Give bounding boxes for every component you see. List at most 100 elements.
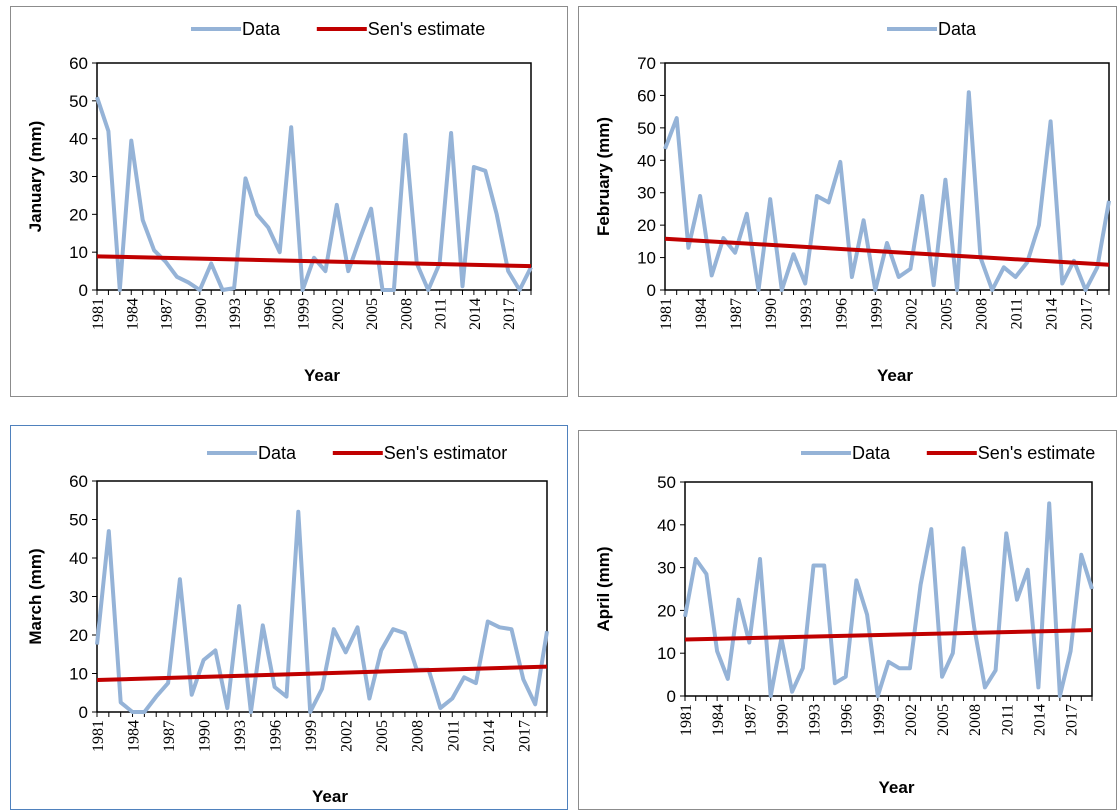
x-tick-label: 1993 [798,298,815,330]
x-tick-label: 1984 [124,298,141,330]
x-tick-label: 1996 [268,720,285,752]
x-tick-label: 2017 [516,720,533,752]
x-tick-label: 2002 [330,298,347,330]
x-tick-label: 1990 [193,298,210,330]
january-chart-panel: 0 10 20 30 40 50 60 1981 1984 1987 1990 1993 1996 199… [10,6,568,397]
x-tick-label: 1999 [303,720,320,752]
y-tick-label: 40 [637,151,656,170]
y-tick-label: 30 [69,168,88,187]
y-tick-label: 30 [657,559,676,578]
x-tick-label: 2014 [1031,704,1048,736]
y-tick-label: 60 [637,86,656,105]
x-tick-label: 1999 [296,298,313,330]
y-tick-label: 0 [79,703,88,722]
x-tick-label: 2017 [501,298,518,330]
y-tick-label: 40 [657,516,676,535]
legend-label: Sen's estimate [368,19,486,39]
x-tick-label: 1990 [774,704,791,736]
y-axis-title: March (mm) [26,548,45,644]
y-axis-title: January (mm) [26,121,45,232]
x-axis-title: Year [312,787,348,806]
y-tick-label: 10 [637,249,656,268]
y-tick-label: 40 [69,549,88,568]
y-tick-label: 10 [657,644,676,663]
x-tick-label: 2017 [1079,298,1096,330]
y-tick-label: 0 [667,687,676,706]
legend-label: Sen's estimator [384,443,508,463]
x-tick-label: 1987 [159,298,176,330]
x-tick-label: 1990 [197,720,214,752]
x-tick-label: 2005 [364,298,381,330]
x-tick-label: 1996 [839,704,856,736]
x-tick-label: 1984 [710,704,727,736]
sen-trend-line [684,628,1093,642]
y-tick-label: 50 [69,92,88,111]
x-tick-label: 2011 [433,298,450,329]
x-tick-label: 1987 [161,720,178,752]
x-tick-label: 2008 [398,298,415,330]
data-series-line [95,96,533,292]
x-tick-label: 2014 [467,298,484,330]
y-tick-label: 50 [637,119,656,138]
x-tick-label: 1996 [261,298,278,330]
x-tick-label: 2008 [410,720,427,752]
x-axis-title: Year [877,366,913,385]
x-axis-title: Year [879,778,915,797]
x-tick-label: 2005 [374,720,391,752]
x-tick-label: 1993 [227,298,244,330]
x-tick-label: 2008 [967,704,984,736]
y-tick-label: 10 [69,665,88,684]
x-tick-label: 1993 [807,704,824,736]
data-series-line [663,90,1111,292]
y-axis-title: February (mm) [594,117,613,236]
x-tick-label: 2011 [1009,298,1026,329]
chart-1-svg: 0 10 20 30 40 50 60 70 1981 1984 1987 1990 1993 1996 1… [594,19,1111,385]
legend-label: Data [242,19,281,39]
data-series-line [95,509,549,714]
y-tick-label: 10 [69,243,88,262]
chart-3-svg: 0 10 20 30 40 50 1981 1984 1987 1990 1993 1996 1999 2… [594,443,1096,797]
legend-label: Sen's estimate [978,443,1096,463]
x-tick-label: 2014 [1044,298,1061,330]
legend-label: Data [938,19,977,39]
x-tick-label: 1987 [742,704,759,736]
sen-trend-line [96,664,548,683]
x-tick-label: 1990 [763,298,780,330]
chart-0-svg: 0 10 20 30 40 50 60 1981 1984 1987 1990 1993 1996 199… [26,19,533,385]
x-tick-label: 2002 [339,720,356,752]
legend-label: Data [852,443,891,463]
x-tick-label: 2014 [481,720,498,752]
x-tick-label: 2002 [903,704,920,736]
x-tick-label: 1984 [693,298,710,330]
x-tick-label: 2005 [935,704,952,736]
x-tick-label: 1981 [90,298,107,330]
x-tick-label: 1999 [868,298,885,330]
x-tick-label: 2011 [999,704,1016,735]
data-series-line [683,501,1094,698]
april-chart-panel: 0 10 20 30 40 50 1981 1984 1987 1990 1993 1996 1999 2… [578,430,1117,810]
y-tick-label: 70 [637,54,656,73]
y-tick-label: 30 [69,588,88,607]
y-axis-title: April (mm) [594,547,613,632]
x-tick-label: 1987 [728,298,745,330]
sen-trend-line [96,254,532,269]
y-tick-label: 50 [657,473,676,492]
y-tick-label: 20 [657,601,676,620]
chart-2-svg: 0 10 20 30 40 50 60 1981 1984 1987 1990 1993 1996 199… [26,443,549,806]
x-tick-label: 1981 [90,720,107,752]
y-tick-label: 0 [79,281,88,300]
x-tick-label: 2011 [445,720,462,751]
march-chart-panel: 0 10 20 30 40 50 60 1981 1984 1987 1990 1993 1996 199… [10,425,568,810]
x-tick-label: 1981 [678,704,695,736]
y-tick-label: 40 [69,130,88,149]
x-tick-label: 1981 [658,298,675,330]
february-chart-panel: 0 10 20 30 40 50 60 70 1981 1984 1987 1990 1993 1996 1… [578,6,1117,397]
y-tick-label: 0 [647,281,656,300]
x-tick-label: 1984 [126,720,143,752]
legend-label: Data [258,443,297,463]
y-tick-label: 30 [637,184,656,203]
y-tick-label: 20 [69,205,88,224]
y-tick-label: 60 [69,54,88,73]
x-axis-title: Year [304,366,340,385]
y-tick-label: 50 [69,511,88,530]
